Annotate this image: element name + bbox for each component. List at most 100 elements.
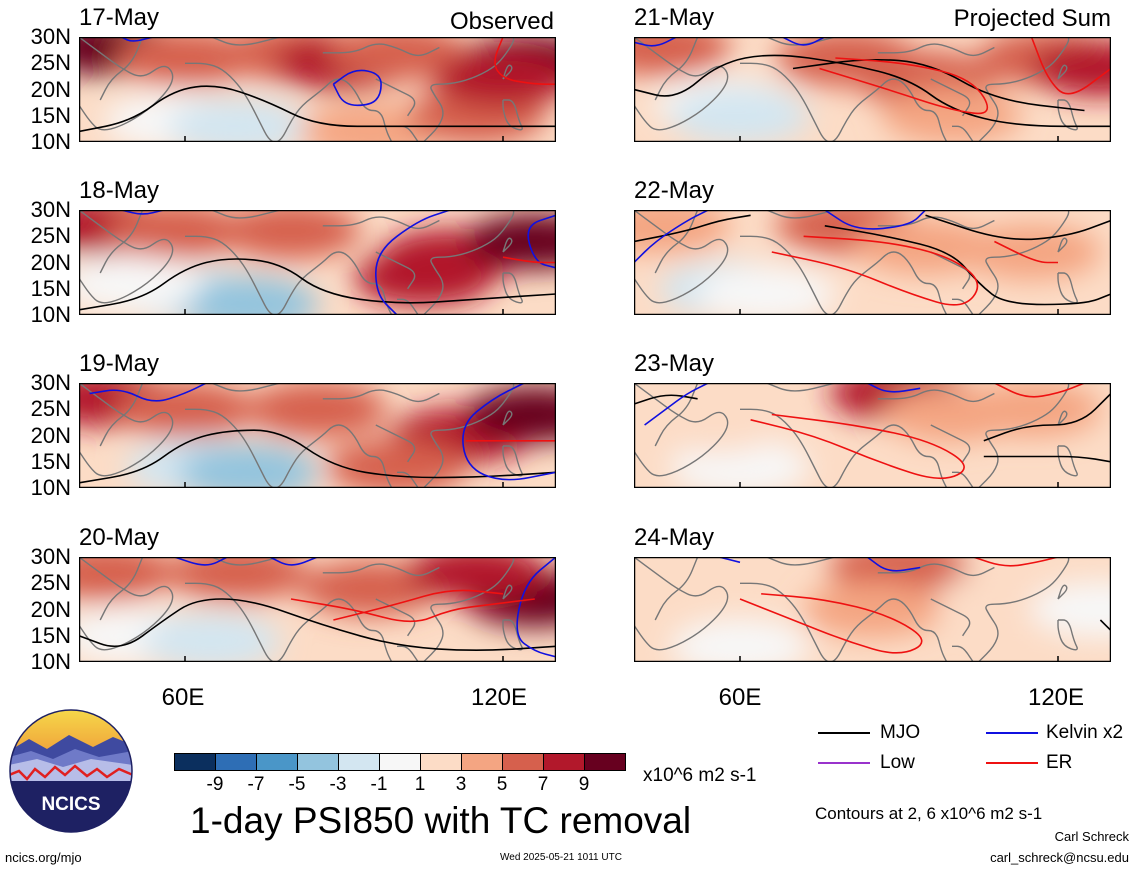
map-panel-19-may: [79, 383, 556, 488]
field-blob: [178, 276, 319, 315]
lon-label-120e-left: 120E: [470, 684, 528, 711]
coastline: [877, 43, 995, 57]
coastline: [79, 210, 174, 304]
contour-er: [750, 413, 965, 480]
coastline: [185, 235, 393, 315]
contour-kelvin: [644, 383, 709, 426]
colorbar-tick-label: -5: [288, 774, 306, 795]
map-panel-23-may: [634, 383, 1111, 488]
contour-kelvin: [332, 69, 382, 107]
lon-label-60e-right: 60E: [718, 684, 762, 711]
contour-er: [972, 557, 1059, 567]
contour-mjo: [925, 214, 1111, 241]
field-blob: [141, 613, 282, 662]
contour-kelvin: [374, 210, 451, 315]
colorbar-swatch: [338, 753, 380, 771]
panel-frame: [79, 210, 556, 315]
coastline: [1057, 445, 1078, 477]
map-panel-24-may: [634, 557, 1111, 662]
coastline: [502, 584, 513, 600]
field-blob: [882, 87, 1022, 142]
field-blob: [643, 397, 784, 453]
coastline: [322, 389, 440, 403]
colorbar-swatch: [502, 753, 544, 771]
contour-kelvin: [824, 210, 927, 230]
panel-date-21-may: 21-May: [634, 4, 715, 31]
panel-date-24-may: 24-May: [634, 524, 715, 551]
logo-text: NCICS: [41, 794, 100, 815]
field-blob: [433, 51, 556, 107]
colorbar-swatch: [461, 753, 503, 771]
coastline: [99, 37, 144, 101]
panel-frame: [634, 383, 1111, 488]
lat-label-15n: 15N: [30, 275, 71, 301]
footer-author: Carl Schreck: [1054, 829, 1129, 844]
map-panel-18-may: [79, 210, 556, 315]
panel-frame: [79, 37, 556, 142]
coastline: [185, 408, 393, 488]
field-blob: [79, 255, 202, 312]
contour-er: [333, 589, 504, 621]
coastline: [654, 383, 699, 447]
coastline: [79, 383, 174, 477]
field-blob: [104, 210, 245, 259]
field-blob: [464, 386, 556, 443]
lat-label-30n: 30N: [30, 544, 71, 569]
coastline: [1057, 272, 1078, 304]
coastline: [740, 408, 948, 488]
field-blob: [961, 224, 1102, 280]
field-blob: [961, 383, 1102, 438]
colorbar-swatch: [379, 753, 421, 771]
coastline: [978, 37, 1070, 142]
contour-kelvin: [89, 383, 207, 402]
colorbar-swatch: [584, 753, 626, 771]
panel-frame: [634, 557, 1111, 662]
contour-kelvin: [462, 383, 556, 481]
field-blob: [178, 444, 319, 488]
map-panel-17-may: [79, 37, 556, 142]
lat-label-10n: 10N: [30, 475, 71, 500]
legend-low-label: Low: [880, 752, 915, 773]
coastline: [1057, 64, 1068, 80]
lat-label-20n: 20N: [30, 422, 71, 448]
contour-mjo: [79, 258, 556, 311]
field-blob: [670, 618, 810, 662]
coastline: [79, 37, 174, 131]
panel-frame: [634, 37, 1111, 142]
legend-kelvin-label: Kelvin x2: [1046, 722, 1124, 743]
coastline: [423, 557, 515, 662]
coastline: [397, 298, 419, 315]
field-blob: [353, 250, 494, 307]
coastline: [634, 210, 729, 304]
field-blob: [802, 581, 943, 638]
coastline: [740, 62, 948, 142]
colorbar-tick-label: 9: [578, 774, 590, 795]
coastline: [952, 471, 974, 488]
lat-label-25n: 25N: [30, 396, 71, 422]
contour-er: [771, 235, 979, 306]
field-blob: [247, 383, 388, 438]
legend-er-line: [986, 762, 1038, 764]
coastline: [99, 210, 144, 274]
lat-label-20n: 20N: [30, 249, 71, 275]
contour-kelvin: [527, 214, 556, 269]
contour-mjo: [634, 394, 698, 405]
panel-frame: [79, 557, 556, 662]
contours-note: Contours at 2, 6 x10^6 m2 s-1: [815, 804, 1043, 823]
map-panel-22-may: [634, 210, 1111, 315]
field-blob: [1030, 581, 1111, 638]
coastline: [634, 37, 729, 131]
coastline: [502, 272, 523, 304]
coastline: [952, 645, 974, 662]
lat-label-30n: 30N: [30, 370, 71, 395]
coastline: [978, 557, 1070, 662]
contour-er: [994, 240, 1058, 264]
coastline: [1057, 410, 1068, 426]
coastline: [654, 557, 699, 621]
coastline: [375, 598, 416, 637]
lat-label-25n: 25N: [30, 570, 71, 596]
chart-title: 1-day PSI850 with TC removal: [190, 800, 692, 841]
field-blob: [1030, 40, 1111, 97]
colorbar-units: x10^6 m2 s-1: [643, 765, 757, 786]
contour-mjo: [79, 429, 556, 484]
